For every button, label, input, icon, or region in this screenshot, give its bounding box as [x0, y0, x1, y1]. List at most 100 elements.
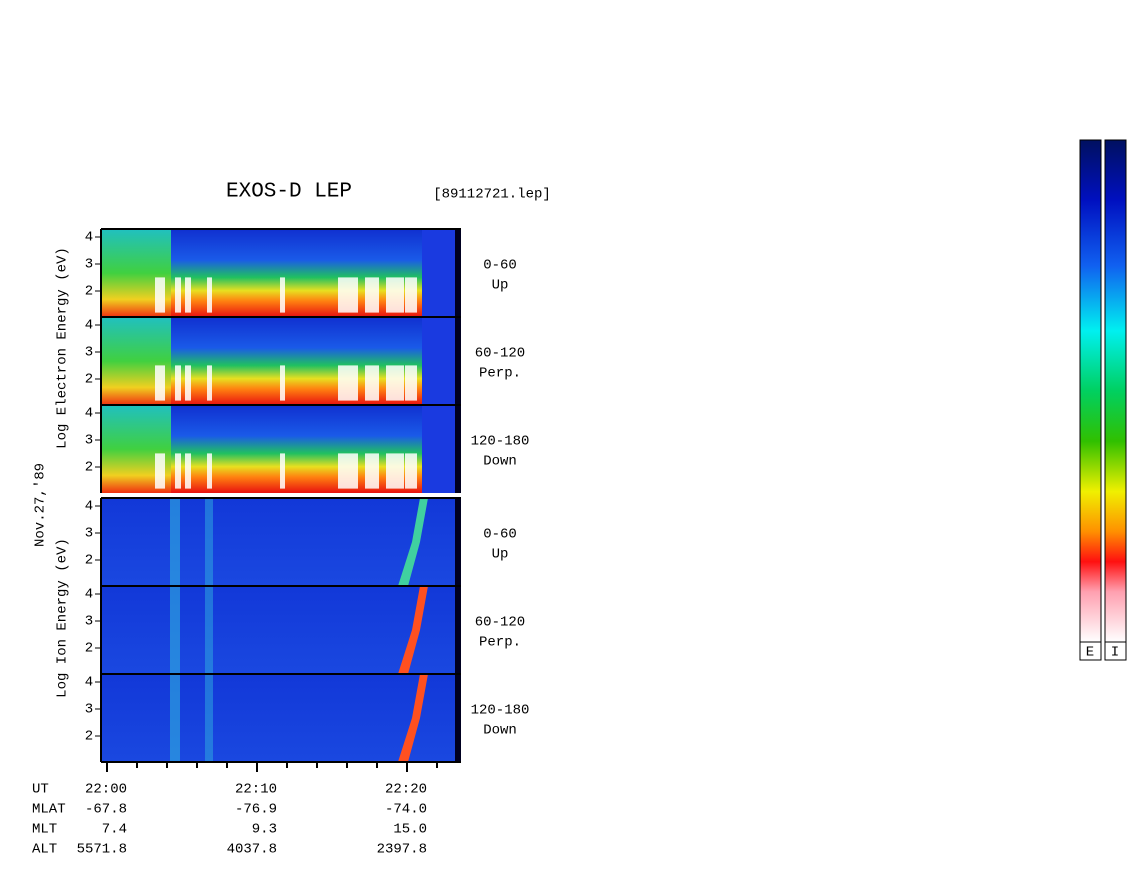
panel-range: 60-120 — [475, 346, 525, 362]
spectrogram-feature — [405, 365, 417, 401]
row-value: 15.0 — [393, 822, 427, 838]
colorbar — [1104, 139, 1127, 643]
panel-edge — [455, 229, 461, 317]
spectrogram-feature — [365, 365, 379, 401]
panel-range: 120-180 — [471, 703, 530, 719]
row-value: 22:20 — [385, 782, 427, 798]
row-label: UT — [32, 782, 49, 798]
panel-range: 0-60 — [483, 527, 517, 543]
spectrogram-feature — [338, 365, 358, 401]
electron-axis-label: Log Electron Energy (eV) — [55, 247, 71, 449]
panel-range: 120-180 — [471, 434, 530, 450]
spectrogram-feature — [205, 586, 213, 674]
spectrogram-feature — [175, 277, 181, 313]
orbit-table: UT 22:00 22:10 22:20 MLAT -67.8 -76.9 -74.0 MLT 7… — [32, 782, 427, 858]
y-tick-label: 3 — [85, 526, 93, 542]
spectrogram-feature — [155, 453, 165, 489]
spectrogram-feature — [398, 498, 428, 586]
spectrogram-feature — [398, 586, 428, 674]
row-value: -74.0 — [385, 802, 427, 818]
spectrogram-feature — [185, 277, 191, 313]
spectrogram-feature — [280, 277, 285, 313]
panel-edge — [455, 674, 461, 762]
panel-range: 0-60 — [483, 258, 517, 274]
spectrogram-feature — [207, 277, 212, 313]
colorbar — [1079, 139, 1102, 643]
spectrogram-feature — [386, 277, 404, 313]
date-label: Nov.27,'89 — [33, 463, 49, 547]
spectrogram-feature — [405, 453, 417, 489]
spectrogram-feature — [280, 365, 285, 401]
spectrogram-feature — [280, 453, 285, 489]
row-value: 2397.8 — [377, 842, 427, 858]
y-tick-label: 4 — [85, 230, 93, 246]
panel-direction: Down — [483, 454, 517, 470]
spectrogram-feature — [405, 277, 417, 313]
spectrogram-feature — [386, 365, 404, 401]
spectrogram-feature — [155, 365, 165, 401]
row-value: 22:10 — [235, 782, 277, 798]
panel-edge — [455, 586, 461, 674]
y-tick-label: 2 — [85, 460, 93, 476]
file-name: [89112721.lep] — [433, 187, 551, 203]
plot-title: EXOS-D LEP — [226, 181, 352, 204]
y-tick-label: 2 — [85, 641, 93, 657]
panel-direction: Up — [492, 547, 509, 563]
spectrogram-feature — [422, 405, 456, 493]
row-label: MLT — [32, 822, 57, 838]
spectrogram-feature — [365, 277, 379, 313]
spectrogram-feature — [207, 365, 212, 401]
ion-axis-label: Log Ion Energy (eV) — [55, 538, 71, 698]
spectrogram-feature — [155, 277, 165, 313]
spectrogram-feature — [365, 453, 379, 489]
panel-range: 60-120 — [475, 615, 525, 631]
spectrogram-feature — [185, 453, 191, 489]
spectrogram-feature — [175, 453, 181, 489]
panel-direction: Perp. — [479, 366, 521, 382]
y-tick-label: 3 — [85, 345, 93, 361]
spectrogram — [101, 674, 461, 762]
spectrogram-feature — [338, 277, 358, 313]
colorbars: E I — [1079, 139, 1127, 661]
panel-edge — [455, 498, 461, 586]
spectrogram-feature — [170, 586, 180, 674]
colorbar-label: E — [1086, 645, 1094, 661]
y-tick-label: 2 — [85, 284, 93, 300]
spectrogram-feature — [205, 498, 213, 586]
y-tick-label: 4 — [85, 406, 93, 422]
y-tick-label: 3 — [85, 433, 93, 449]
row-value: 22:00 — [85, 782, 127, 798]
spectrogram — [101, 586, 461, 674]
row-value: 7.4 — [102, 822, 127, 838]
spectrogram-feature — [170, 498, 180, 586]
panel-edge — [455, 405, 461, 493]
spectrogram-feature — [205, 674, 213, 762]
y-tick-label: 4 — [85, 587, 93, 603]
row-label: MLAT — [32, 802, 66, 818]
spectrogram-feature — [398, 674, 428, 762]
spectrogram-feature — [185, 365, 191, 401]
panel-direction: Down — [483, 723, 517, 739]
row-value: 5571.8 — [77, 842, 127, 858]
y-tick-label: 2 — [85, 729, 93, 745]
y-tick-label: 4 — [85, 499, 93, 515]
y-tick-label: 2 — [85, 553, 93, 569]
spectrogram-feature — [175, 365, 181, 401]
spectrogram-feature — [386, 453, 404, 489]
spectrogram-feature — [422, 229, 456, 317]
panel-direction: Up — [492, 278, 509, 294]
row-value: -76.9 — [235, 802, 277, 818]
y-tick-label: 3 — [85, 614, 93, 630]
spectrogram-panels: 4 3 2 0-60 Up 4 3 2 60-120 Perp. 4 3 2 120-180 Down 4 3 2… — [85, 228, 530, 762]
colorbar-label-box — [1079, 641, 1102, 661]
y-tick-label: 3 — [85, 257, 93, 273]
row-value: -67.8 — [85, 802, 127, 818]
time-axis — [101, 761, 461, 772]
y-tick-label: 3 — [85, 702, 93, 718]
colorbar-label-box — [1104, 641, 1127, 661]
row-label: ALT — [32, 842, 57, 858]
y-tick-label: 2 — [85, 372, 93, 388]
spectrogram-feature — [422, 317, 456, 405]
colorbar-label: I — [1111, 645, 1119, 661]
